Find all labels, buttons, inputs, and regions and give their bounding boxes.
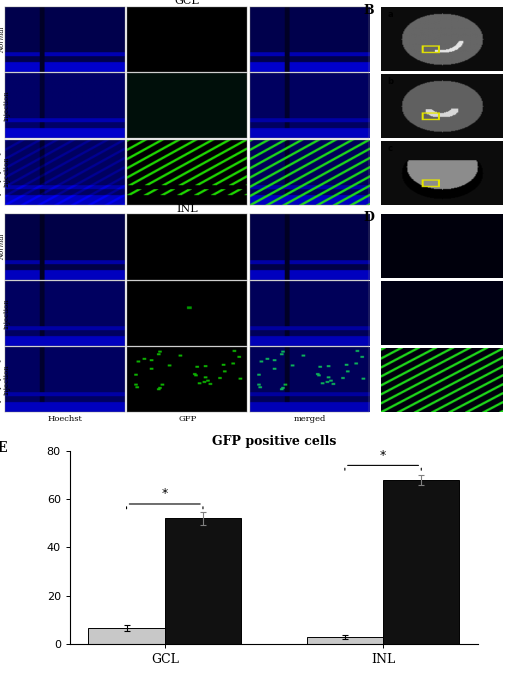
Text: *: * bbox=[162, 487, 168, 500]
Text: b: b bbox=[388, 77, 394, 86]
Text: c: c bbox=[388, 144, 393, 153]
Y-axis label: peripapillary
injection: peripapillary injection bbox=[0, 150, 11, 195]
Text: B: B bbox=[363, 3, 374, 17]
Y-axis label: conventional
injection: conventional injection bbox=[0, 83, 11, 129]
Bar bbox=[165, 519, 241, 644]
Text: *: * bbox=[380, 449, 386, 461]
Y-axis label: Normal: Normal bbox=[0, 234, 6, 260]
Bar bbox=[88, 628, 165, 644]
Y-axis label: conventional
injection: conventional injection bbox=[0, 290, 11, 336]
X-axis label: merged: merged bbox=[293, 415, 326, 423]
X-axis label: Hoechst: Hoechst bbox=[48, 415, 82, 423]
Title: INL: INL bbox=[176, 204, 198, 214]
X-axis label: GFP: GFP bbox=[178, 415, 196, 423]
Bar bbox=[383, 480, 459, 644]
Y-axis label: Normal: Normal bbox=[0, 26, 6, 53]
Text: D: D bbox=[363, 212, 374, 224]
Bar bbox=[307, 637, 383, 644]
Title: GFP positive cells: GFP positive cells bbox=[212, 436, 336, 448]
Text: a: a bbox=[388, 10, 393, 19]
Y-axis label: peripapillary
injection: peripapillary injection bbox=[0, 357, 11, 402]
Text: E: E bbox=[0, 441, 7, 455]
Title: GCL: GCL bbox=[175, 0, 200, 6]
